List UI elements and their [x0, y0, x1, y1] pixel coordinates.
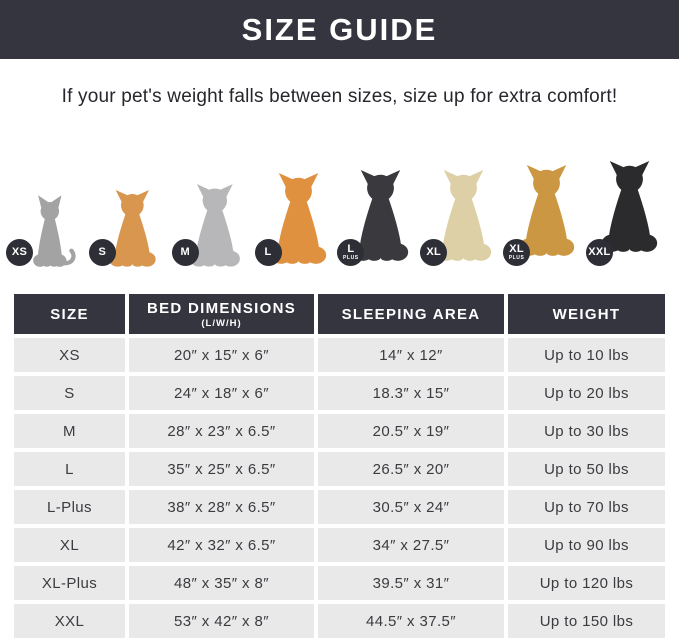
- size-badge-xs: XS: [6, 239, 33, 266]
- cell-bed-dimensions: 35″ x 25″ x 6.5″: [129, 452, 314, 486]
- cell-weight: Up to 70 lbs: [508, 490, 665, 524]
- page-title: SIZE GUIDE: [241, 11, 438, 47]
- pet-doberman-xxl: XXL: [585, 144, 669, 268]
- size-badge-xl: XL: [420, 239, 448, 266]
- cell-size: XL-Plus: [14, 566, 125, 600]
- size-badge-l: L: [254, 239, 282, 266]
- cell-sleeping-area: 26.5″ x 20″: [318, 452, 504, 486]
- cell-bed-dimensions: 20″ x 15″ x 6″: [129, 338, 314, 372]
- cell-size: M: [14, 414, 125, 448]
- cell-sleeping-area: 18.3″ x 15″: [318, 376, 504, 410]
- cell-sleeping-area: 20.5″ x 19″: [318, 414, 504, 448]
- cell-size: S: [14, 376, 125, 410]
- col-header-weight: WEIGHT: [508, 294, 665, 334]
- cell-weight: Up to 120 lbs: [508, 566, 665, 600]
- subtitle-text: If your pet's weight falls between sizes…: [61, 86, 618, 107]
- pet-cat-xs: XS: [6, 194, 89, 268]
- cell-size: XL: [14, 528, 125, 562]
- col-header-bed-dimensions: BED DIMENSIONS (L/W/H): [129, 294, 314, 334]
- size-table: SIZE BED DIMENSIONS (L/W/H) SLEEPING ARE…: [14, 294, 665, 638]
- pet-shiba-inu-l: L: [254, 168, 338, 268]
- cell-bed-dimensions: 48″ x 35″ x 8″: [129, 566, 314, 600]
- cell-weight: Up to 50 lbs: [508, 452, 665, 486]
- cell-sleeping-area: 14″ x 12″: [318, 338, 504, 372]
- cell-sleeping-area: 39.5″ x 31″: [318, 566, 504, 600]
- cell-sleeping-area: 44.5″ x 37.5″: [318, 604, 504, 638]
- cell-size: XS: [14, 338, 125, 372]
- cell-bed-dimensions: 38″ x 28″ x 6.5″: [129, 490, 314, 524]
- col-header-size: SIZE: [14, 294, 125, 334]
- cell-sleeping-area: 30.5″ x 24″: [318, 490, 504, 524]
- pet-size-illustrations: XS S M: [0, 124, 679, 268]
- size-badge-s: S: [88, 239, 116, 266]
- cell-sleeping-area: 34″ x 27.5″: [318, 528, 504, 562]
- cell-bed-dimensions: 28″ x 23″ x 6.5″: [129, 414, 314, 448]
- cell-weight: Up to 30 lbs: [508, 414, 665, 448]
- pet-border-collie-l-plus: L PLUS: [337, 162, 420, 268]
- cell-size: XXL: [14, 604, 125, 638]
- cell-weight: Up to 10 lbs: [508, 338, 665, 372]
- cell-weight: Up to 150 lbs: [508, 604, 665, 638]
- cell-size: L-Plus: [14, 490, 125, 524]
- cell-weight: Up to 90 lbs: [508, 528, 665, 562]
- cell-bed-dimensions: 42″ x 32″ x 6.5″: [129, 528, 314, 562]
- cell-size: L: [14, 452, 125, 486]
- pet-golden-retriever-xl-plus: XL PLUS: [503, 152, 586, 268]
- cell-weight: Up to 20 lbs: [508, 376, 665, 410]
- size-badge-xl-plus: XL PLUS: [503, 239, 531, 266]
- cell-bed-dimensions: 53″ x 42″ x 8″: [129, 604, 314, 638]
- pet-french-bulldog-m: M: [171, 182, 255, 268]
- cell-bed-dimensions: 24″ x 18″ x 6″: [129, 376, 314, 410]
- col-header-sleeping-area: SLEEPING AREA: [318, 294, 504, 334]
- size-badge-xxl: XXL: [585, 239, 613, 266]
- title-banner: SIZE GUIDE: [0, 0, 679, 59]
- size-badge-m: M: [171, 239, 199, 266]
- pet-pomeranian-s: S: [88, 188, 172, 268]
- size-badge-l-plus: L PLUS: [337, 239, 365, 266]
- pet-labrador-xl: XL: [420, 162, 503, 268]
